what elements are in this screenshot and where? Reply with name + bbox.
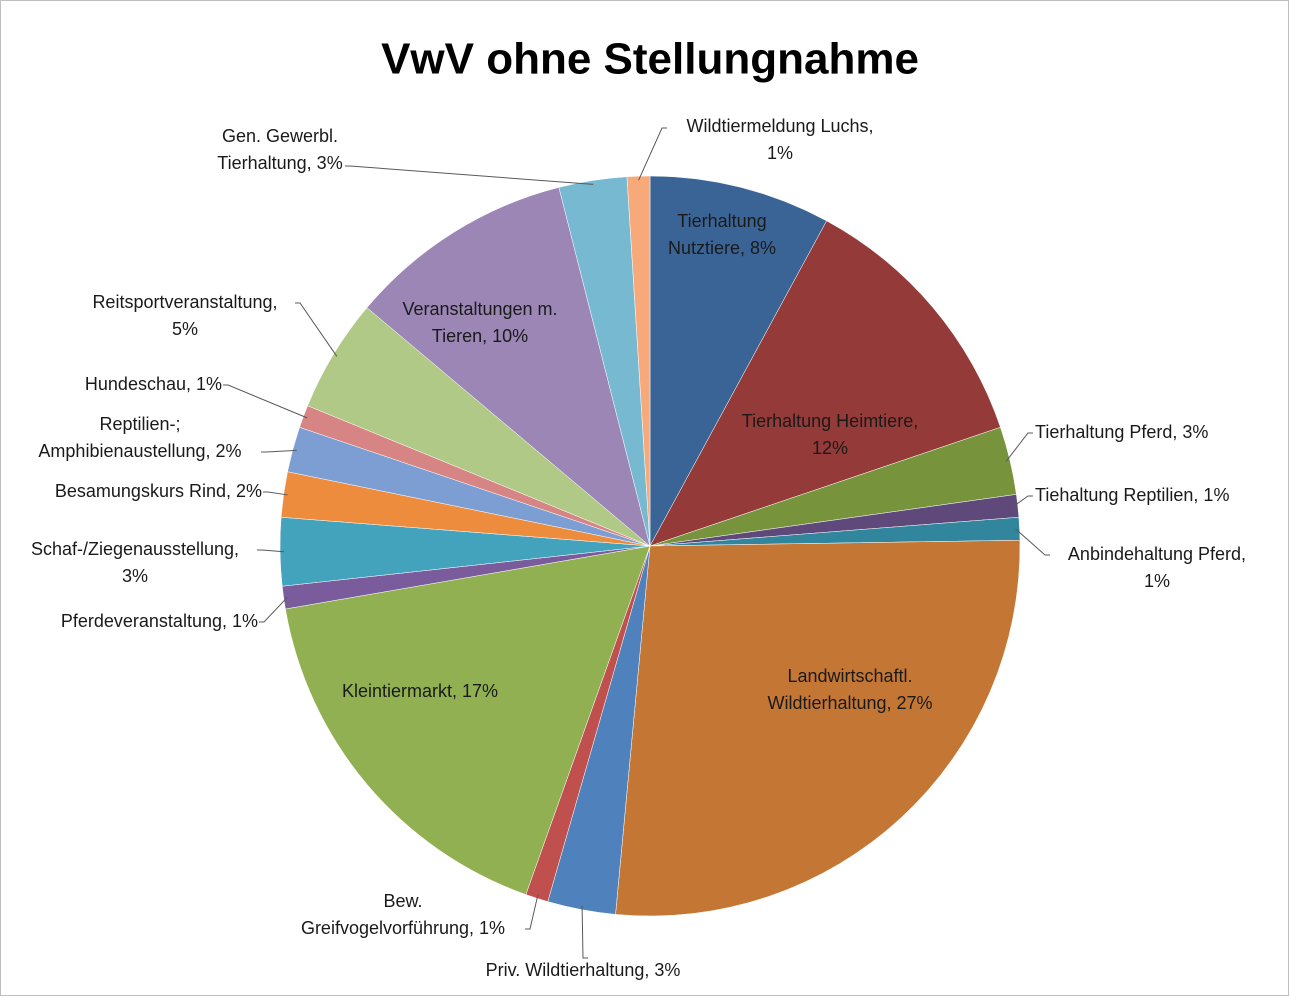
data-label: Gen. Gewerbl. (222, 126, 338, 146)
leader-line (638, 127, 667, 181)
data-label: Greifvogelvorführung, 1% (301, 918, 505, 938)
leader-line (1013, 495, 1033, 507)
leader-line (1015, 528, 1050, 556)
data-label: Tiehaltung Reptilien, 1% (1035, 485, 1229, 505)
pie-slice (366, 187, 651, 547)
leader-line (257, 549, 285, 553)
data-label: Nutztiere, 8% (668, 238, 776, 258)
leader-line (345, 165, 594, 185)
data-label: Tierhaltung Pferd, 3% (1035, 422, 1208, 442)
leader-line (295, 302, 338, 357)
data-label: Landwirtschaftl. (787, 666, 912, 686)
leader-line (261, 449, 297, 453)
data-label: Tierhaltung Heimtiere, (742, 411, 918, 431)
data-label: Tierhaltung, 3% (217, 153, 342, 173)
data-label: Schaf-/Ziegenausstellung, (31, 539, 239, 559)
data-label: Tierhaltung (677, 211, 766, 231)
data-label: 1% (767, 143, 793, 163)
data-label: 3% (122, 566, 148, 586)
data-label: Besamungskurs Rind, 2% (55, 481, 262, 501)
leader-line (263, 491, 288, 496)
pie-slice (285, 545, 651, 895)
pie-slice (649, 220, 1001, 547)
data-label: Kleintiermarkt, 17% (342, 681, 498, 701)
data-label: Hundeschau, 1% (85, 374, 222, 394)
data-label: Wildtiermeldung Luchs, (686, 116, 873, 136)
data-label: Bew. (383, 891, 422, 911)
data-label: 1% (1144, 571, 1170, 591)
data-label: Veranstaltungen m. (402, 299, 557, 319)
pie-slice (626, 175, 651, 547)
pie-slice (649, 175, 827, 547)
leader-line (223, 384, 308, 419)
leader-line (581, 905, 588, 959)
pie-slice (615, 539, 1021, 917)
chart-title: VwV ohne Stellungnahme (381, 35, 919, 84)
data-label: 12% (812, 438, 848, 458)
data-label: Priv. Wildtierhaltung, 3% (486, 960, 681, 980)
leader-line (259, 596, 288, 623)
data-label: Tieren, 10% (432, 326, 528, 346)
leader-line (1005, 432, 1033, 462)
data-label: Amphibienaustellung, 2% (38, 441, 241, 461)
leader-line (525, 894, 539, 930)
data-label: Pferdeveranstaltung, 1% (61, 611, 258, 631)
data-label: Anbindehaltung Pferd, (1068, 544, 1246, 564)
data-label: Reitsportveranstaltung, (92, 292, 277, 312)
data-label: 5% (172, 319, 198, 339)
data-label: Reptilien-; (99, 414, 180, 434)
data-label: Wildtierhaltung, 27% (767, 693, 932, 713)
